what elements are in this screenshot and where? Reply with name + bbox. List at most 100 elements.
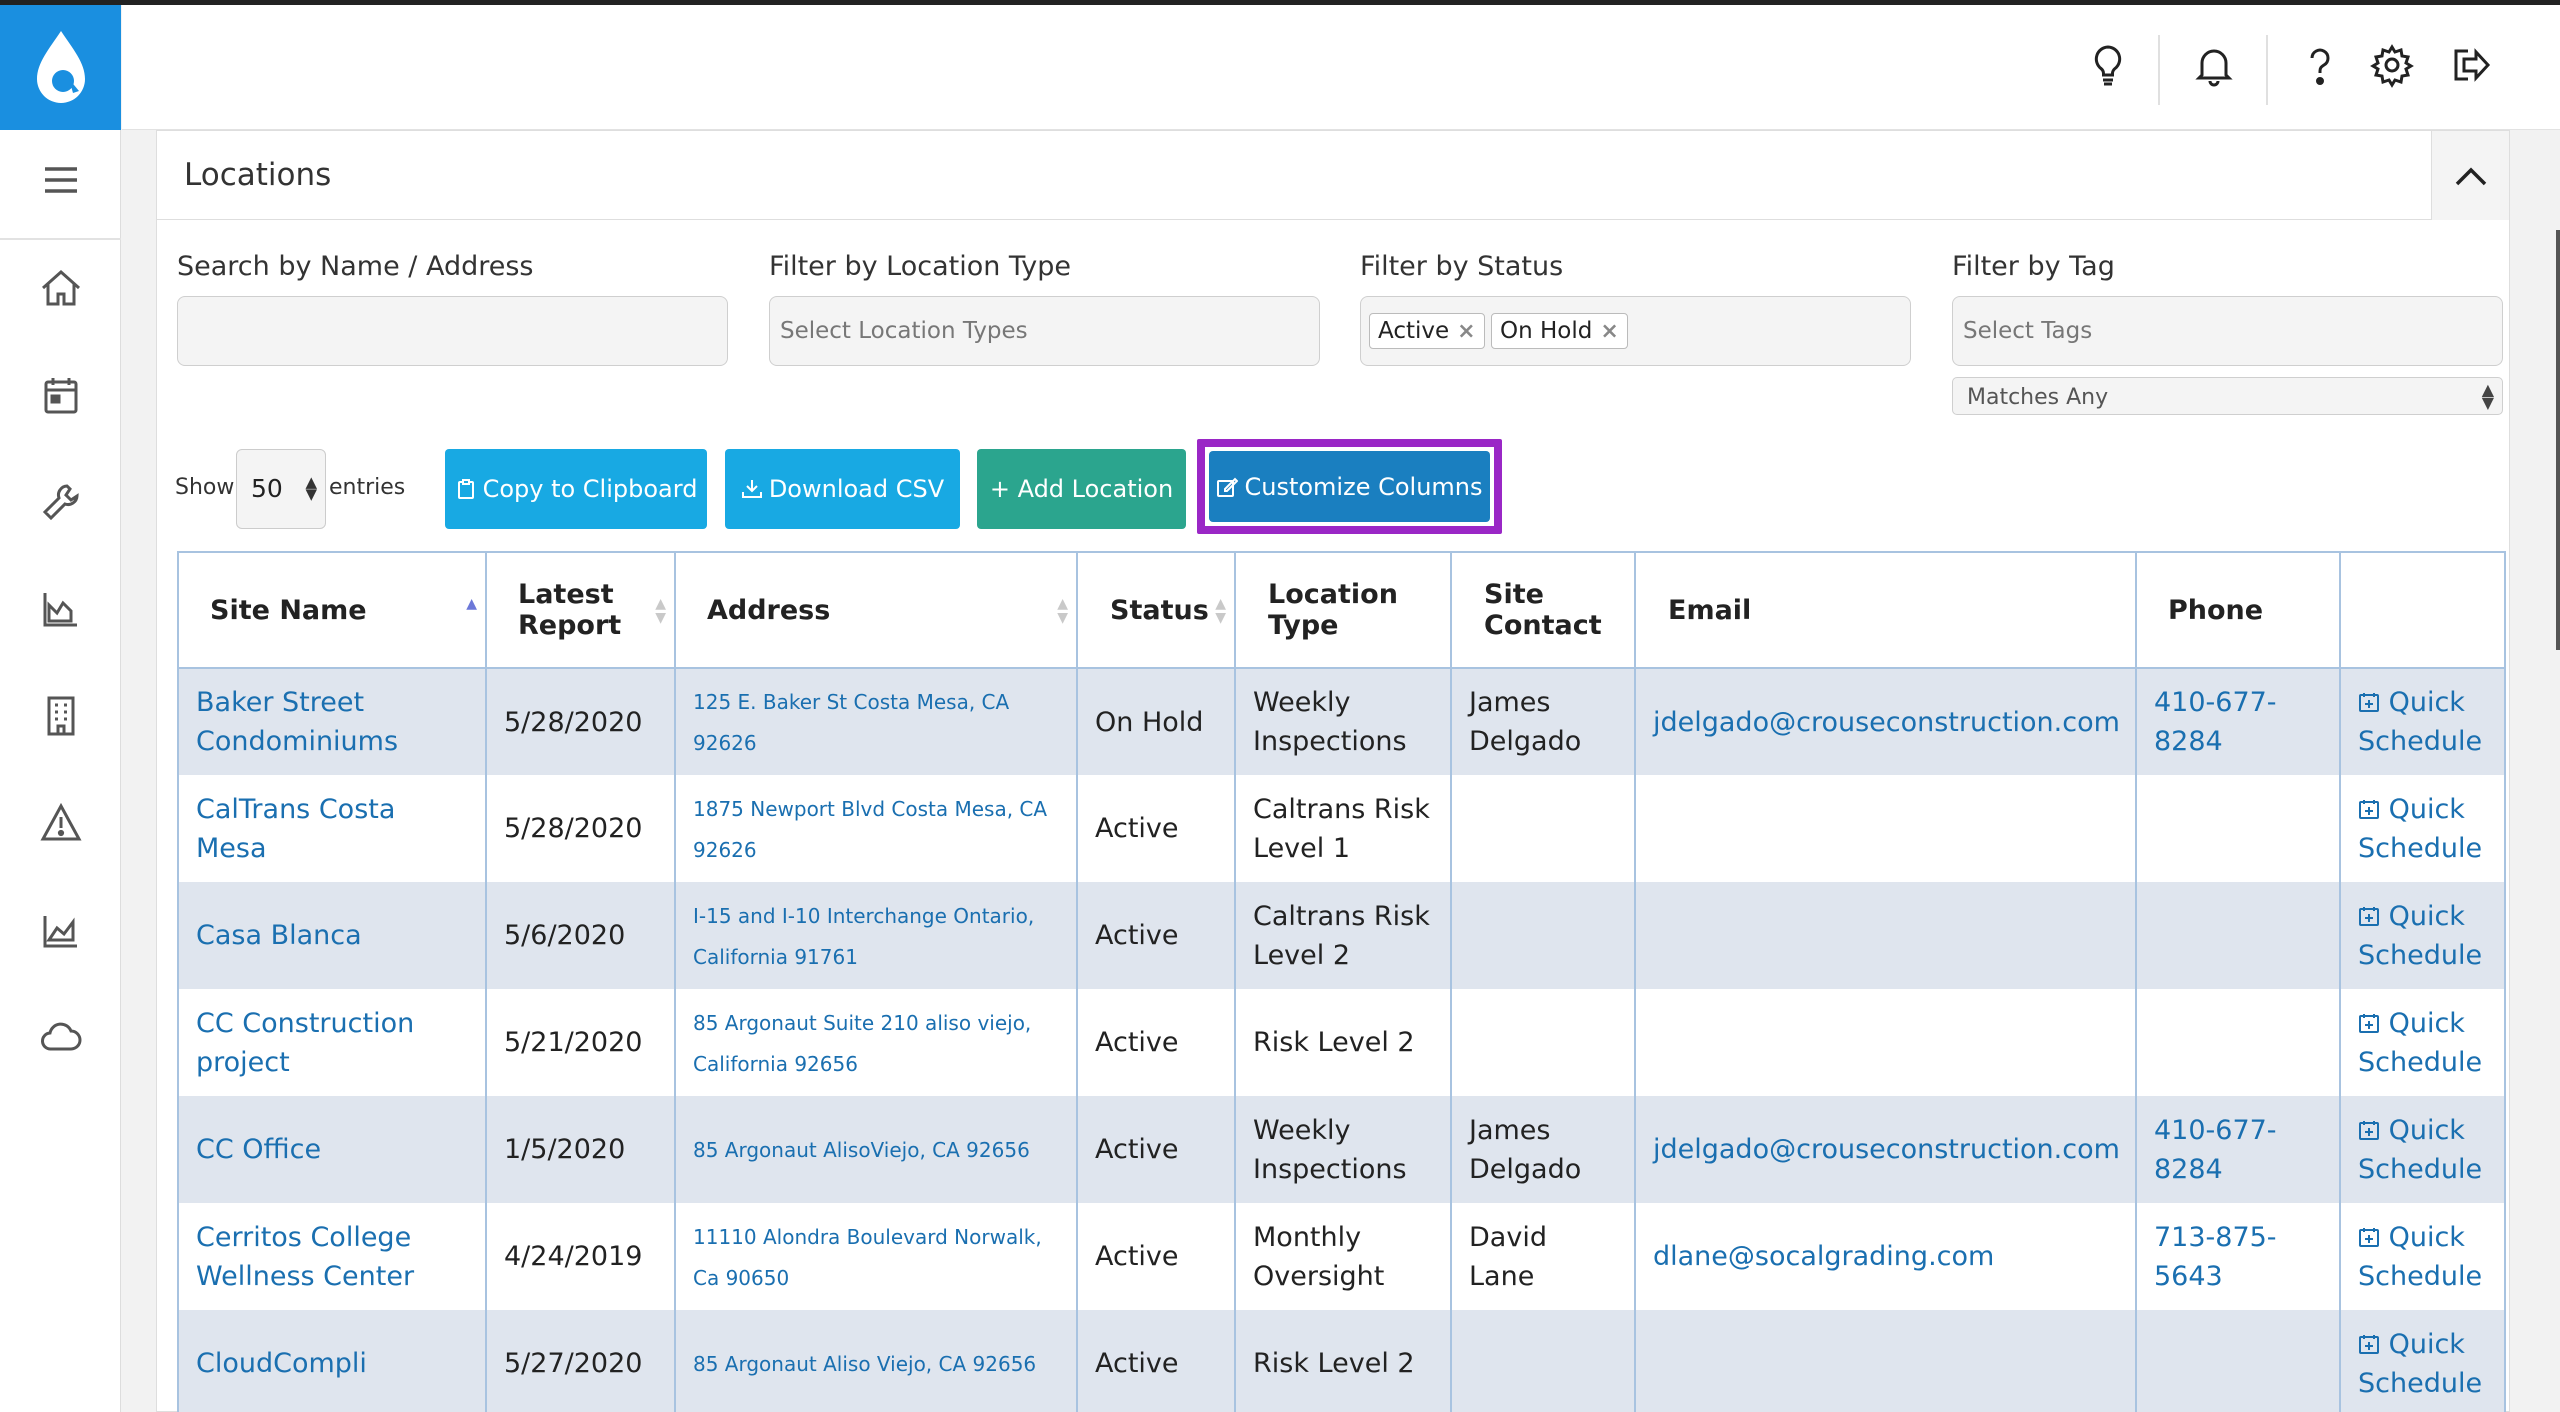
cell-latest-report: 4/24/2019: [485, 1203, 676, 1310]
remove-chip-icon[interactable]: ×: [1457, 318, 1476, 344]
site-name-link[interactable]: Cerritos College Wellness Center: [196, 1221, 415, 1292]
logout-icon[interactable]: [2442, 37, 2498, 93]
cloud-icon[interactable]: [0, 997, 121, 1077]
tag-match-select[interactable]: Matches Any ▲ ▼: [1952, 377, 2503, 415]
address-link[interactable]: 125 E. Baker St Costa Mesa, CA 92626: [693, 690, 1010, 755]
customize-columns-button[interactable]: Customize Columns: [1209, 451, 1490, 522]
column-header-address[interactable]: Address ▲ ▼: [674, 551, 1078, 669]
chevron-up-icon: [2455, 167, 2486, 185]
calendar-icon[interactable]: [0, 355, 121, 435]
column-header-site-name[interactable]: Site Name ▲: [177, 551, 487, 669]
cell-email: [1634, 882, 2137, 989]
address-link[interactable]: I-15 and I-10 Interchange Ontario, Calif…: [693, 903, 1035, 969]
site-name-link[interactable]: Casa Blanca: [196, 920, 362, 951]
warning-icon[interactable]: [0, 783, 121, 863]
download-csv-button[interactable]: Download CSV: [725, 449, 960, 529]
address-link[interactable]: 11110 Alondra Boulevard Norwalk, Ca 9065…: [693, 1224, 1042, 1290]
tag-placeholder: Select Tags: [1963, 318, 2093, 344]
cell-location-type: Weekly Inspections: [1234, 1096, 1452, 1203]
panel-header: Locations: [157, 131, 2509, 220]
address-link[interactable]: 85 Argonaut Suite 210 aliso viejo, Calif…: [693, 1010, 1032, 1076]
header-label: Address: [707, 594, 831, 626]
menu-icon[interactable]: [0, 140, 121, 220]
site-name-link[interactable]: CloudCompli: [196, 1348, 367, 1379]
app-logo[interactable]: [0, 5, 121, 130]
header-label: Site Contact: [1484, 579, 1602, 641]
cell-status: Active: [1076, 1203, 1236, 1310]
copy-to-clipboard-button[interactable]: Copy to Clipboard: [445, 449, 707, 529]
cell-site-name: CC Construction project: [177, 989, 487, 1096]
phone-link[interactable]: 713-875-5643: [2154, 1221, 2277, 1292]
email-link[interactable]: jdelgado@crouseconstruction.com: [1653, 706, 2120, 738]
quick-schedule-link[interactable]: Quick Schedule: [2358, 794, 2482, 864]
search-input[interactable]: [177, 296, 728, 366]
column-header-latest-report[interactable]: Latest Report ▲ ▼: [485, 551, 676, 669]
phone-link[interactable]: 410-677-8284: [2154, 1114, 2277, 1185]
location-type-value: Weekly Inspections: [1253, 1114, 1407, 1185]
column-header-email[interactable]: Email: [1634, 551, 2137, 669]
column-header-site-contact[interactable]: Site Contact: [1450, 551, 1636, 669]
tag-filter-select[interactable]: Select Tags: [1952, 296, 2503, 366]
cell-address: 85 Argonaut Aliso Viejo, CA 92656: [674, 1310, 1078, 1412]
gear-icon[interactable]: [2364, 37, 2420, 93]
bell-icon[interactable]: [2186, 37, 2242, 93]
email-link[interactable]: jdelgado@crouseconstruction.com: [1653, 1134, 2120, 1165]
status-filter-select[interactable]: Active × On Hold ×: [1360, 296, 1911, 366]
table-row: Casa Blanca 5/6/2020 I-15 and I-10 Interch…: [177, 882, 2506, 989]
add-location-button[interactable]: + Add Location: [977, 449, 1186, 529]
address-link[interactable]: 1875 Newport Blvd Costa Mesa, CA 92626: [693, 796, 1048, 862]
phone-link[interactable]: 410-677-8284: [2154, 687, 2277, 757]
window-top-border: [0, 0, 2560, 5]
home-icon[interactable]: [0, 248, 121, 328]
tag-filter-label: Filter by Tag: [1952, 251, 2115, 282]
status-value: Active: [1095, 1027, 1179, 1058]
help-icon[interactable]: [2292, 37, 2348, 93]
column-header-actions: [2339, 551, 2506, 669]
select-arrows-icon: ▲ ▼: [305, 473, 317, 503]
quick-schedule-label: Quick Schedule: [2358, 1221, 2483, 1292]
cell-phone: 410-677-8284: [2135, 1096, 2341, 1203]
address-link[interactable]: 85 Argonaut Aliso Viejo, CA 92656: [693, 1352, 1037, 1376]
site-contact-value: James Delgado: [1469, 687, 1582, 757]
address-link[interactable]: 85 Argonaut AlisoViejo, CA 92656: [693, 1138, 1030, 1162]
collapse-button[interactable]: [2431, 131, 2509, 220]
locations-table: Site Name ▲ Latest Report ▲ ▼ Address ▲ ▼ Sta…: [177, 551, 2506, 1412]
quick-schedule-link[interactable]: Quick Schedule: [2358, 901, 2482, 971]
location-type-value: Weekly Inspections: [1253, 687, 1407, 757]
quick-schedule-link[interactable]: Quick Schedule: [2358, 1115, 2482, 1185]
wrench-icon[interactable]: [0, 462, 121, 542]
site-name-link[interactable]: CalTrans Costa Mesa: [196, 793, 396, 864]
column-header-location-type[interactable]: Location Type: [1234, 551, 1452, 669]
status-value: Active: [1095, 813, 1179, 844]
column-header-phone[interactable]: Phone: [2135, 551, 2341, 669]
sidebar-separator: [0, 238, 121, 240]
site-name-link[interactable]: CC Construction project: [196, 1007, 415, 1078]
location-type-select[interactable]: Select Location Types: [769, 296, 1320, 366]
quick-schedule-link[interactable]: Quick Schedule: [2358, 687, 2482, 757]
quick-schedule-link[interactable]: Quick Schedule: [2358, 1329, 2482, 1399]
remove-chip-icon[interactable]: ×: [1600, 318, 1619, 344]
lightbulb-icon[interactable]: [2080, 37, 2136, 93]
entries-select[interactable]: 50 ▲ ▼: [236, 449, 326, 529]
cell-address: 1875 Newport Blvd Costa Mesa, CA 92626: [674, 775, 1078, 882]
cell-status: Active: [1076, 882, 1236, 989]
cell-phone: [2135, 775, 2341, 882]
site-name-link[interactable]: CC Office: [196, 1134, 322, 1165]
site-contact-value: James Delgado: [1469, 1114, 1582, 1185]
status-chip-active[interactable]: Active ×: [1369, 313, 1485, 349]
column-header-status[interactable]: Status ▲ ▼: [1076, 551, 1236, 669]
site-name-link[interactable]: Baker Street Condominiums: [196, 687, 399, 757]
quick-schedule-link[interactable]: Quick Schedule: [2358, 1008, 2482, 1078]
area-chart-icon[interactable]: [0, 890, 121, 970]
table-body: Baker Street Condominiums 5/28/2020 125 E.…: [177, 668, 2506, 1412]
email-link[interactable]: dlane@socalgrading.com: [1653, 1241, 1995, 1272]
status-chip-on-hold[interactable]: On Hold ×: [1491, 313, 1628, 349]
cell-status: On Hold: [1076, 668, 1236, 775]
table-row: Baker Street Condominiums 5/28/2020 125 E.…: [177, 668, 2506, 775]
table-row: CloudCompli 5/27/2020 85 Argonaut Aliso Vi…: [177, 1310, 2506, 1412]
building-icon[interactable]: [0, 676, 121, 756]
cell-email: jdelgado@crouseconstruction.com: [1634, 1096, 2137, 1203]
quick-schedule-link[interactable]: Quick Schedule: [2358, 1222, 2482, 1292]
chart-icon[interactable]: [0, 569, 121, 649]
page-scrollbar[interactable]: [2556, 230, 2560, 650]
